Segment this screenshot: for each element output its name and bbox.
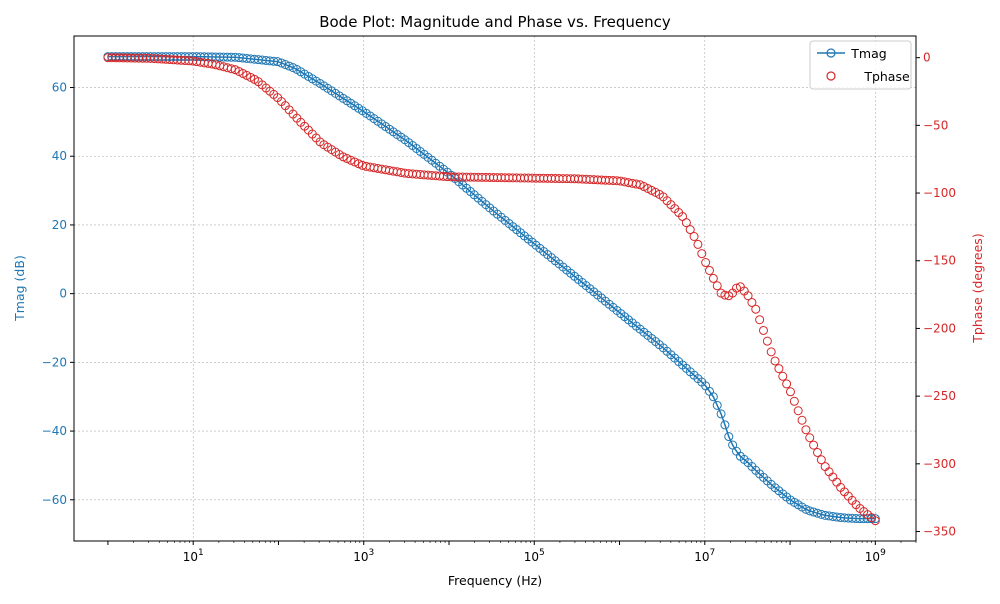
tphase-point [758, 325, 768, 335]
tphase-point [797, 415, 807, 425]
y-right-tick-label: −300 [923, 457, 956, 471]
tphase-point [712, 281, 722, 291]
tmag-point [801, 504, 811, 514]
legend: Tmag Tphase [809, 40, 912, 90]
y-left-tick-label: −20 [42, 355, 67, 369]
tphase-point [812, 447, 822, 457]
tmag-point [712, 400, 722, 410]
tphase-point [793, 406, 803, 416]
tphase-point [743, 291, 753, 301]
grid-layer [74, 36, 916, 541]
legend-mag-label: Tmag [850, 46, 886, 61]
tphase-point [697, 249, 707, 259]
x-tick-label: 103 [353, 548, 374, 564]
y-axis-left-label: Tmag (dB) [12, 255, 27, 322]
y-left-tick-label: 0 [59, 287, 67, 301]
legend-mag-marker [826, 48, 836, 58]
tphase-point [816, 455, 826, 465]
tphase-point [785, 387, 795, 397]
y-axis-right-label: Tphase (degrees) [970, 233, 985, 343]
tphase-point [751, 304, 761, 314]
tphase-point [685, 225, 695, 235]
y-left-tick-label: −60 [42, 493, 67, 507]
tphase-point [708, 273, 718, 283]
y-right-tick-label: −50 [923, 118, 948, 132]
tphase-point [693, 239, 703, 249]
tphase-point [782, 379, 792, 389]
plot-frame [73, 35, 917, 542]
series-layer [103, 52, 880, 526]
x-tick-label: 109 [865, 548, 886, 564]
tphase-point [701, 258, 711, 268]
tmag-point [720, 420, 730, 430]
x-tick-label: 101 [183, 548, 204, 564]
tmag-point [276, 58, 286, 68]
tphase-point [778, 371, 788, 381]
y-right-tick-label: 0 [923, 51, 931, 65]
tphase-point [762, 336, 772, 346]
y-right-tick-label: −350 [923, 525, 956, 539]
tphase-point [809, 440, 819, 450]
y-right-tick-label: −150 [923, 254, 956, 268]
tphase-point [705, 265, 714, 275]
tphase-point [766, 347, 776, 357]
tphase-point [731, 283, 741, 293]
y-left-tick-label: 60 [52, 81, 67, 95]
y-left-tick-label: 20 [52, 218, 67, 232]
x-tick-label: 105 [524, 548, 545, 564]
tmag-point [280, 60, 290, 70]
legend-phase-label: Tphase [863, 69, 910, 84]
tmag-point [724, 432, 734, 442]
tphase-point [774, 364, 784, 374]
tphase-point [747, 297, 757, 307]
tphase-point [805, 433, 815, 443]
tmag-point [708, 392, 718, 402]
tmag-point [284, 61, 294, 71]
y-right-tick-label: −100 [923, 186, 956, 200]
chart-title: Bode Plot: Magnitude and Phase vs. Frequ… [319, 13, 671, 31]
legend-phase-marker [826, 71, 836, 81]
tphase-point [770, 356, 780, 366]
tmag-point [273, 57, 283, 67]
tmag-point [716, 409, 726, 419]
tphase-point [801, 425, 811, 435]
y-left-tick-label: −40 [42, 424, 67, 438]
y-left-tick-label: 40 [52, 149, 67, 163]
y-right-tick-label: −250 [923, 389, 956, 403]
tphase-point [870, 516, 880, 526]
tphase-point [789, 396, 799, 406]
y-right-tick-label: −200 [923, 321, 956, 335]
x-tick-label: 107 [694, 548, 715, 564]
tphase-point [755, 315, 765, 325]
tphase-point [226, 64, 236, 74]
tphase-point [689, 232, 699, 241]
tphase-point [681, 218, 691, 228]
x-axis-label: Frequency (Hz) [448, 573, 542, 588]
tick-layer: 101 103 105 107 109 60 40 20 0 −20 −40 −60 0 −50 −100 −… [42, 51, 956, 564]
